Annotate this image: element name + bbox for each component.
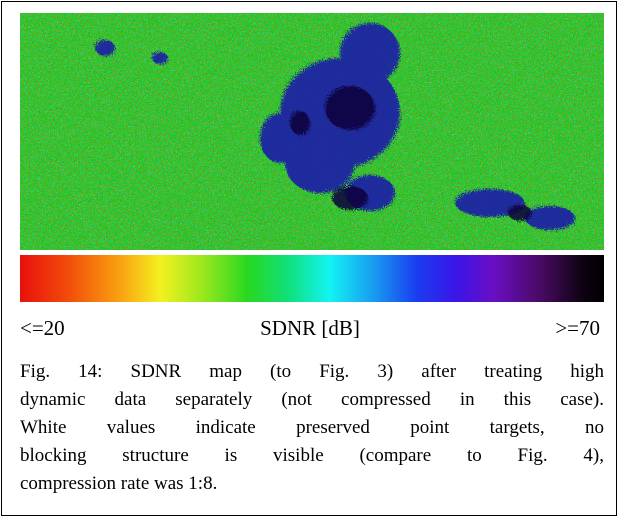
caption-line: blocking structure is visible (compare t…: [20, 445, 604, 466]
colorbar: [20, 255, 604, 302]
colorbar-title: SDNR [dB]: [260, 316, 360, 340]
caption: Fig. 14: SDNR map (to Fig. 3) after trea…: [20, 358, 604, 498]
colorbar-min-label: <=20: [20, 316, 65, 340]
colorbar-max-label: >=70: [555, 316, 600, 340]
sdnr-map: [20, 13, 604, 250]
caption-line: dynamic data separately (not compressed …: [20, 389, 604, 410]
caption-line: compression rate was 1:8.: [20, 473, 218, 494]
caption-line: White values indicate preserved point ta…: [20, 417, 604, 438]
caption-line: Fig. 14: SDNR map (to Fig. 3) after trea…: [20, 361, 604, 382]
